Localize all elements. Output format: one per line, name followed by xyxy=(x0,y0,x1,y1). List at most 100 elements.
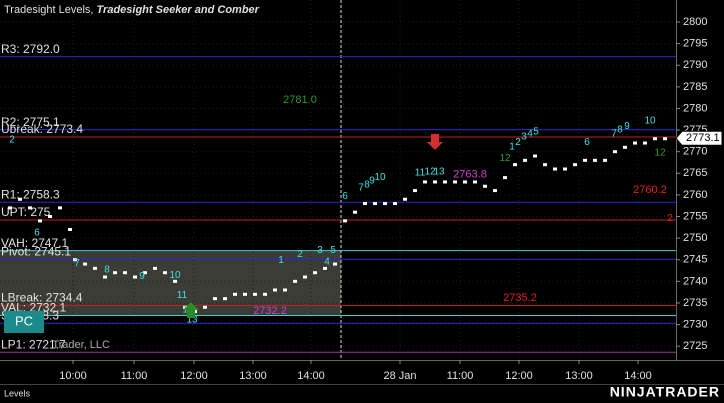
count-label: 12 xyxy=(424,167,436,178)
price-bar xyxy=(133,275,137,279)
price-bar xyxy=(243,292,247,296)
price-bar xyxy=(483,184,487,188)
price-bar xyxy=(8,206,12,210)
price-bar xyxy=(473,180,477,184)
price-bar xyxy=(393,202,397,206)
x-tick-label: 13:00 xyxy=(239,370,267,382)
price-bar xyxy=(233,292,237,296)
price-bar xyxy=(83,262,87,266)
brand: NINJATRADER xyxy=(610,384,720,400)
panel-border xyxy=(0,384,724,385)
level-label: Pivot: 2745.1 xyxy=(1,244,71,258)
price-bar xyxy=(183,305,187,309)
price-bar xyxy=(93,266,97,270)
price-bar xyxy=(333,262,337,266)
price-bar xyxy=(593,158,597,162)
price-bar xyxy=(163,271,167,275)
count-label: 7 xyxy=(611,129,617,140)
count-label: 13 xyxy=(186,314,198,325)
level-label: Ubreak: 2773.4 xyxy=(1,122,83,136)
count-label: 2 xyxy=(667,213,673,224)
price-bar xyxy=(533,154,537,158)
count-label: 9 xyxy=(624,121,630,132)
level-label: UPT: 275 xyxy=(1,205,51,219)
level-label: LBreak: 2734.4 xyxy=(1,291,83,305)
price-bar xyxy=(663,137,667,141)
price-bar xyxy=(633,141,637,145)
price-label: 2781.0 xyxy=(283,94,317,106)
y-tick-label: 2790 xyxy=(683,59,707,71)
x-tick-label: 14:00 xyxy=(624,370,652,382)
count-label: 8 xyxy=(617,125,623,136)
price-bar xyxy=(363,202,367,206)
price-bar xyxy=(48,215,52,219)
last-price-box xyxy=(675,130,723,146)
price-bar xyxy=(223,297,227,301)
x-tick-label: 13:00 xyxy=(565,370,593,382)
y-tick-label: 2795 xyxy=(683,38,707,50)
x-tick-label: 14:00 xyxy=(297,370,325,382)
price-bar xyxy=(323,266,327,270)
price-bar xyxy=(18,197,22,201)
count-label: 10 xyxy=(374,172,386,183)
price-bar xyxy=(613,150,617,154)
price-bar xyxy=(383,202,387,206)
count-label: 12 xyxy=(654,148,666,159)
price-bar xyxy=(453,180,457,184)
count-label: 2 xyxy=(297,249,303,260)
y-tick-label: 2730 xyxy=(683,318,707,330)
count-label: 6 xyxy=(342,191,348,202)
x-tick-label: 11:00 xyxy=(121,370,148,382)
price-bar xyxy=(513,163,517,167)
copyright: Trader, LLC xyxy=(52,339,110,351)
panel-label: Levels xyxy=(4,388,31,398)
price-bar xyxy=(413,189,417,193)
up-arrow xyxy=(183,302,199,318)
x-tick-label: 12:00 xyxy=(180,370,208,382)
price-bar xyxy=(603,158,607,162)
price-bar xyxy=(303,275,307,279)
count-label: 1 xyxy=(509,142,515,153)
price-bar xyxy=(543,163,547,167)
y-tick-label: 2745 xyxy=(683,254,707,266)
count-label: 6 xyxy=(34,228,40,239)
down-arrow xyxy=(427,134,443,150)
x-tick-label: 10:00 xyxy=(59,370,87,382)
price-bar xyxy=(653,137,657,141)
count-label: 10 xyxy=(644,116,656,127)
axis-border xyxy=(0,360,724,361)
y-tick-label: 2740 xyxy=(683,275,707,287)
pc-button-label: PC xyxy=(15,313,33,328)
price-bar xyxy=(173,279,177,283)
count-label: 6 xyxy=(584,137,590,148)
count-label: 4 xyxy=(324,257,330,268)
price-bar xyxy=(583,158,587,162)
price-bar xyxy=(213,297,217,301)
price-label: 2763.8 xyxy=(453,168,487,180)
level-label: LP1: 2721.7 xyxy=(1,337,66,351)
price-bar xyxy=(373,202,377,206)
axis-border xyxy=(676,0,677,360)
count-label: 10 xyxy=(169,270,181,281)
pc-button[interactable] xyxy=(4,311,44,333)
price-bar xyxy=(28,206,32,210)
level-label: R1: 2758.3 xyxy=(1,187,60,201)
chart-title: Tradesight Levels, Tradesight Seeker and… xyxy=(4,4,260,16)
count-label: 5 xyxy=(330,245,336,256)
price-bar xyxy=(293,279,297,283)
count-label: 11 xyxy=(415,168,426,179)
title: Tradesight Levels, xyxy=(4,4,97,16)
price-bar xyxy=(73,258,77,262)
count-label: 7 xyxy=(74,258,80,269)
count-label: 9 xyxy=(139,271,145,282)
price-bar xyxy=(273,288,277,292)
subtitle: Tradesight Seeker and Comber xyxy=(97,4,260,16)
y-tick-label: 2780 xyxy=(683,102,707,114)
price-label: 2735.2 xyxy=(503,292,537,304)
x-tick-label: 12:00 xyxy=(505,370,533,382)
price-bar xyxy=(283,288,287,292)
price-bar xyxy=(353,210,357,214)
price-bar xyxy=(493,189,497,193)
